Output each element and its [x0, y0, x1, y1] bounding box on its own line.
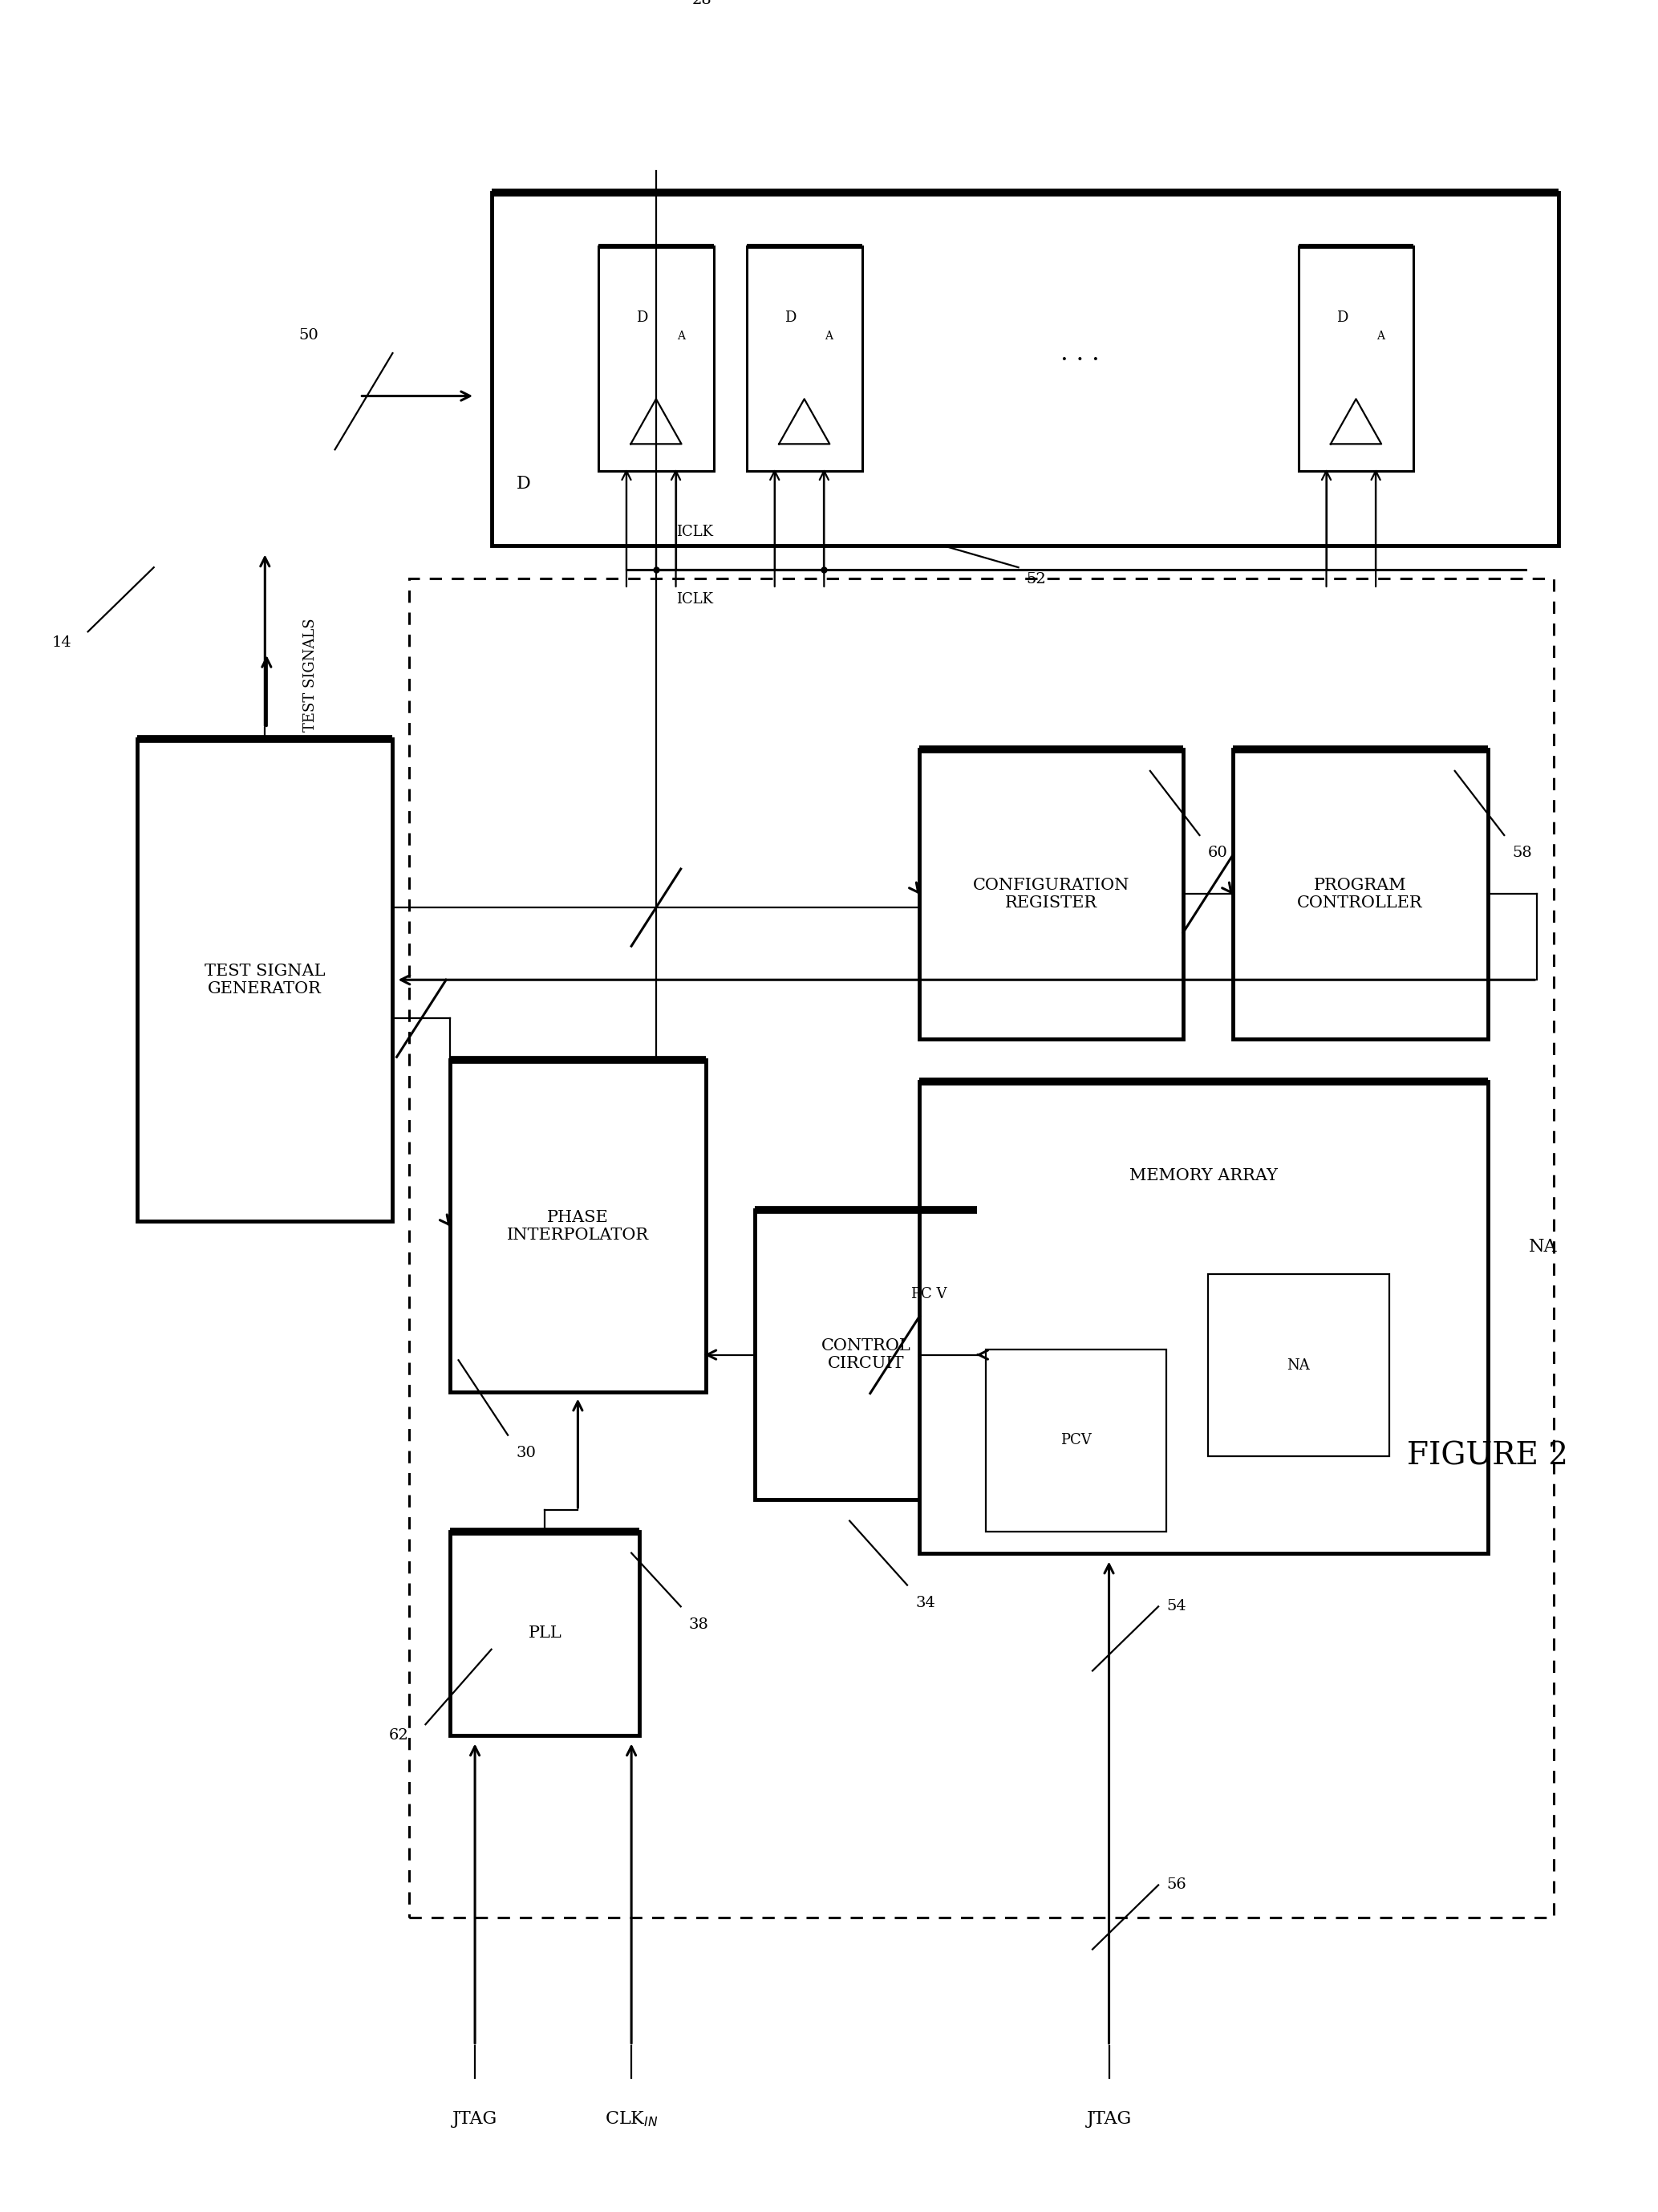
- Text: PC V: PC V: [912, 1287, 947, 1301]
- Text: JTAG: JTAG: [1086, 2110, 1131, 2128]
- Text: 28: 28: [693, 0, 713, 7]
- Text: 62: 62: [390, 1728, 410, 1743]
- Text: NA: NA: [1529, 1239, 1557, 1256]
- Text: ICLK: ICLK: [676, 524, 713, 540]
- Bar: [451, 1531, 640, 1734]
- Text: PCV: PCV: [1061, 1433, 1091, 1447]
- Bar: [1232, 750, 1487, 1040]
- Bar: [410, 577, 1554, 1918]
- Bar: [599, 246, 713, 471]
- Text: CONTROL
CIRCUIT: CONTROL CIRCUIT: [821, 1338, 910, 1371]
- Text: 14: 14: [51, 635, 71, 650]
- Bar: [920, 750, 1184, 1040]
- Text: TEST SIGNALS: TEST SIGNALS: [303, 617, 317, 732]
- Text: D: D: [637, 310, 648, 325]
- Bar: [920, 1082, 1487, 1553]
- Text: 30: 30: [516, 1447, 536, 1460]
- Text: D: D: [516, 476, 531, 493]
- Text: 56: 56: [1167, 1878, 1187, 1891]
- Text: MEMORY ARRAY: MEMORY ARRAY: [1129, 1168, 1278, 1183]
- Text: D: D: [784, 310, 796, 325]
- Text: PLL: PLL: [529, 1626, 562, 1641]
- Text: CONFIGURATION
REGISTER: CONFIGURATION REGISTER: [973, 878, 1129, 911]
- Text: 54: 54: [1167, 1599, 1187, 1615]
- Text: A: A: [676, 330, 685, 341]
- Text: 60: 60: [1207, 845, 1227, 860]
- Text: . . .: . . .: [1061, 341, 1099, 365]
- Bar: [491, 192, 1559, 546]
- Text: JTAG: JTAG: [453, 2110, 497, 2128]
- Text: TEST SIGNAL
GENERATOR: TEST SIGNAL GENERATOR: [204, 964, 325, 995]
- Bar: [1207, 1274, 1389, 1455]
- Text: CLK$_{IN}$: CLK$_{IN}$: [605, 2110, 658, 2128]
- Text: 38: 38: [690, 1617, 710, 1632]
- Text: D: D: [1336, 310, 1348, 325]
- Text: 50: 50: [298, 327, 318, 343]
- Text: ICLK: ICLK: [676, 593, 713, 606]
- Bar: [451, 1060, 706, 1391]
- Text: 52: 52: [1026, 571, 1046, 586]
- Bar: [746, 246, 862, 471]
- Bar: [1298, 246, 1414, 471]
- Bar: [138, 739, 393, 1221]
- Text: PROGRAM
CONTROLLER: PROGRAM CONTROLLER: [1297, 878, 1423, 911]
- Bar: [754, 1210, 977, 1500]
- Text: 58: 58: [1512, 845, 1532, 860]
- Text: A: A: [1376, 330, 1384, 341]
- Text: NA: NA: [1287, 1358, 1310, 1374]
- Text: PHASE
INTERPOLATOR: PHASE INTERPOLATOR: [507, 1210, 648, 1243]
- Text: 34: 34: [915, 1595, 935, 1610]
- Bar: [985, 1349, 1167, 1531]
- Text: A: A: [826, 330, 832, 341]
- Text: FIGURE 2: FIGURE 2: [1408, 1442, 1568, 1471]
